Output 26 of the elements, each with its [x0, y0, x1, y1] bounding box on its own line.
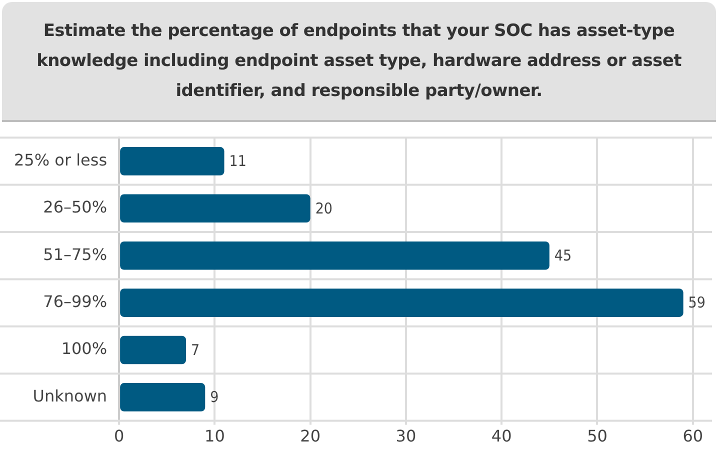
chart-title: Estimate the percentage of endpoints that your SOC has asset-type knowledge including endpoint asset type, hardware address or asset identifier, and responsible party/owner.	[2, 2, 716, 122]
bar	[120, 241, 550, 270]
data-label: 59	[688, 294, 706, 312]
bar	[120, 383, 206, 412]
bar	[120, 288, 684, 317]
x-tick-label: 50	[587, 426, 608, 446]
bar	[120, 147, 224, 176]
y-tick-label: 100%	[61, 339, 108, 358]
x-tick-label: 60	[682, 426, 704, 446]
bar	[120, 336, 186, 364]
bar	[120, 194, 310, 223]
y-tick-label: 26–50%	[43, 198, 108, 217]
x-tick-label: 30	[396, 426, 416, 446]
x-tick-label: 40	[491, 426, 512, 446]
x-tick-label: 20	[300, 426, 321, 446]
y-tick-label: 76–99%	[43, 292, 108, 311]
data-label: 11	[229, 152, 246, 170]
data-label: 20	[315, 199, 333, 218]
data-label: 7	[191, 340, 200, 359]
data-label: 9	[210, 388, 219, 406]
x-tick-label: 10	[204, 426, 225, 446]
x-tick-label: 0	[114, 426, 124, 446]
y-tick-label: Unknown	[32, 386, 108, 406]
y-tick-label: 51–75%	[43, 244, 108, 264]
y-tick-label: 25% or less	[14, 150, 108, 170]
data-label: 45	[554, 246, 572, 264]
